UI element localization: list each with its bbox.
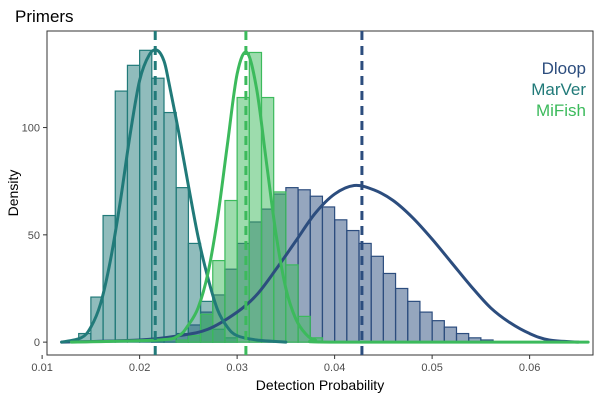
mean-lines [153, 31, 364, 355]
bar-marver-5 [139, 49, 153, 343]
legend-label-mifish: MiFish [536, 101, 586, 120]
bar-mifish-4 [224, 199, 238, 343]
x-tick-label-2: 0.03 [226, 362, 247, 374]
legend: Dloop MarVer MiFish [531, 59, 586, 120]
legend-label-dloop: Dloop [542, 59, 586, 78]
y-tick-label-0: 0 [34, 337, 40, 349]
bar-dloop-21 [407, 300, 421, 343]
y-tick-label-1: 50 [28, 230, 40, 242]
y-axis: 0 50 100 [22, 123, 47, 349]
bar-marver-2 [102, 214, 116, 343]
x-tick-label-1: 0.02 [129, 362, 150, 374]
x-tick-label-3: 0.04 [324, 362, 345, 374]
y-tick-label-2: 100 [22, 123, 40, 135]
y-axis-title: Density [5, 170, 21, 217]
histogram-bars [78, 49, 494, 343]
bar-mifish-0 [175, 339, 189, 343]
density-curve-mifish [69, 50, 590, 344]
bar-dloop-24 [443, 326, 458, 343]
bar-dloop-22 [419, 311, 433, 343]
x-tick-label-0: 0.01 [31, 362, 52, 374]
x-axis: 0.01 0.02 0.03 0.04 0.05 0.06 [31, 355, 540, 374]
chart-title: Primers [15, 7, 74, 26]
bar-marver-8 [175, 187, 189, 343]
legend-label-marver: MarVer [531, 80, 586, 99]
bar-mifish-8 [273, 191, 287, 343]
bar-dloop-18 [370, 255, 384, 343]
x-axis-title: Detection Probability [256, 377, 384, 393]
x-tick-label-4: 0.05 [421, 362, 442, 374]
bar-mifish-9 [285, 264, 299, 343]
plot-panel [46, 30, 594, 356]
density-curve-marver [60, 48, 288, 344]
bar-dloop-15 [334, 219, 348, 343]
bar-marver-7 [163, 111, 177, 343]
bar-dloop-20 [394, 287, 409, 343]
bar-marver-6 [151, 77, 165, 343]
bar-mifish-1 [187, 335, 202, 343]
bar-dloop-19 [382, 272, 397, 343]
bar-dloop-23 [431, 320, 445, 343]
bar-dloop-14 [321, 206, 336, 343]
bar-dloop-16 [346, 229, 360, 343]
x-tick-label-5: 0.06 [519, 362, 540, 374]
bar-marver-9 [187, 242, 202, 343]
